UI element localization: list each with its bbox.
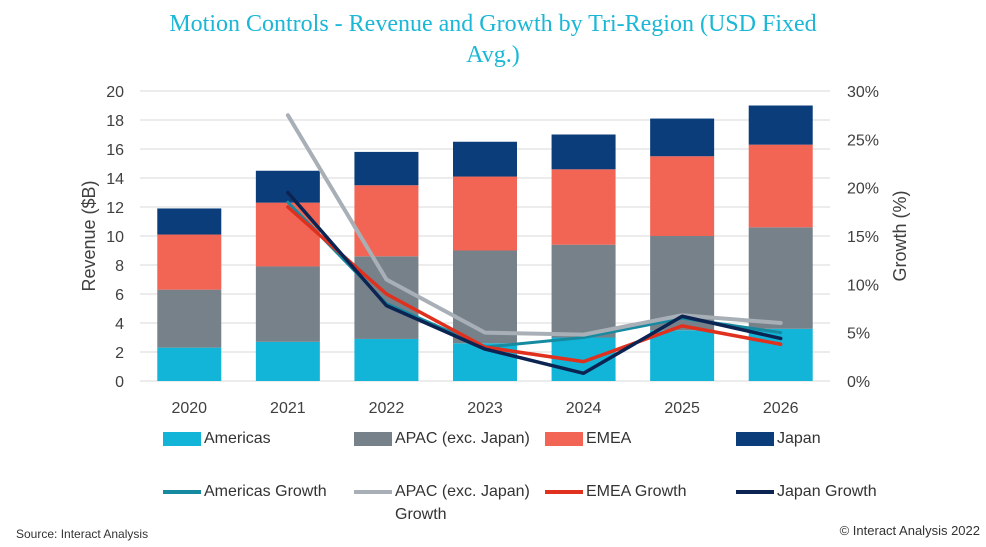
y2-tick-label: 30% <box>847 84 879 101</box>
bar-emea <box>551 169 616 245</box>
x-tick-label: 2023 <box>467 400 503 417</box>
bar-apac <box>157 289 222 348</box>
bar-japan <box>453 141 517 177</box>
y-tick-label: 0 <box>115 374 124 391</box>
bar-americas <box>650 330 715 381</box>
bar-japan <box>748 105 813 145</box>
bar-emea <box>255 202 320 267</box>
y-tick-label: 2 <box>115 345 124 362</box>
bar-emea <box>453 176 517 251</box>
x-tick-label: 2026 <box>763 400 799 417</box>
bar-americas <box>255 341 320 381</box>
bar-apac <box>255 266 320 342</box>
bar-americas <box>354 338 419 381</box>
y2-tick-label: 10% <box>847 277 879 294</box>
chart-title-line-2: Avg.) <box>466 42 520 68</box>
y-tick-label: 16 <box>106 142 124 159</box>
bars <box>157 105 813 381</box>
bar-americas <box>748 328 813 381</box>
x-tick-label: 2022 <box>369 400 405 417</box>
growth-lines <box>285 113 783 376</box>
bar-japan <box>551 134 616 170</box>
line-japan-growth <box>286 190 783 376</box>
line-apac-growth <box>285 113 783 337</box>
bar-japan <box>650 118 715 157</box>
y2-axis-title: Growth (%) <box>890 190 910 281</box>
copyright-note: © Interact Analysis 2022 <box>839 523 980 538</box>
x-tick-label: 2025 <box>664 400 700 417</box>
bar-apac <box>748 227 813 329</box>
x-tick-label: 2020 <box>171 400 207 417</box>
y-tick-label: 20 <box>106 84 124 101</box>
line-emea-growth <box>286 205 783 364</box>
bar-apac <box>551 244 616 338</box>
bar-americas <box>157 347 222 381</box>
y2-tick-label: 15% <box>847 229 879 246</box>
y2-tick-label: 0% <box>847 374 870 391</box>
y2-tick-label: 20% <box>847 181 879 198</box>
y-tick-label: 14 <box>106 171 124 188</box>
bar-emea <box>748 144 813 228</box>
bar-apac <box>354 256 419 339</box>
bar-japan <box>255 170 320 203</box>
x-tick-label: 2024 <box>566 400 602 417</box>
y-tick-label: 18 <box>106 113 124 130</box>
bar-japan <box>354 151 419 186</box>
y-tick-label: 6 <box>115 287 124 304</box>
y-tick-label: 8 <box>115 258 124 275</box>
bar-emea <box>650 156 715 236</box>
y-tick-label: 12 <box>106 200 124 217</box>
tick-labels: 0 2 4 6 8 10 12 14 16 18 20 0% 5% 10% 15% 20% 25% 30% 2020… <box>106 84 879 417</box>
source-note: Source: Interact Analysis <box>16 527 149 541</box>
bar-apac <box>453 250 517 344</box>
bar-japan <box>157 208 222 235</box>
y2-tick-label: 25% <box>847 132 879 149</box>
chart-title-line-1: Motion Controls - Revenue and Growth by … <box>169 11 817 37</box>
x-tick-label: 2021 <box>270 400 306 417</box>
y-axis-title: Revenue ($B) <box>79 180 99 291</box>
y-tick-label: 4 <box>115 316 124 333</box>
bar-emea <box>157 234 222 290</box>
y-tick-label: 10 <box>106 229 124 246</box>
y2-tick-label: 5% <box>847 326 870 343</box>
